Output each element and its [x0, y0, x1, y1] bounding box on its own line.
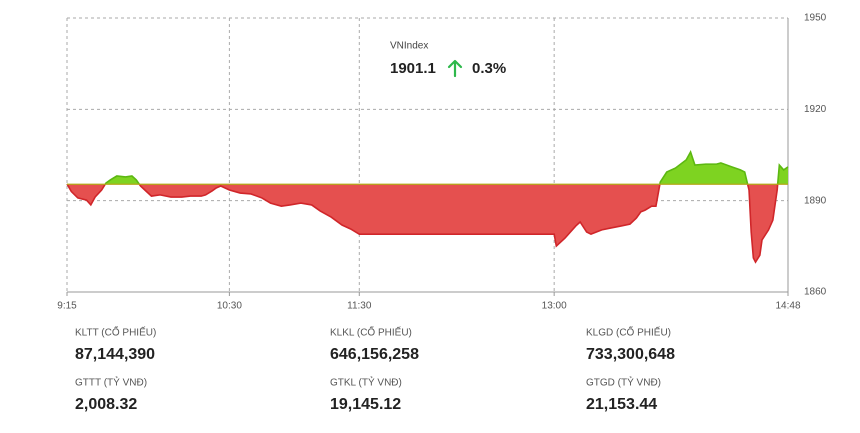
stat-label: GTKL (TỶ VNĐ): [330, 376, 402, 389]
index-name: VNIndex: [390, 41, 428, 52]
stat-label: GTTT (TỶ VNĐ): [75, 376, 147, 389]
stat-value: 733,300,648: [586, 346, 675, 363]
stat-value: 87,144,390: [75, 346, 155, 363]
x-tick-label: 13:00: [542, 301, 567, 312]
x-tick-label: 11:30: [347, 301, 372, 312]
stat-value: 2,008.32: [75, 396, 137, 413]
stat-value: 646,156,258: [330, 346, 419, 363]
stat-label: GTGD (TỶ VNĐ): [586, 376, 661, 389]
plot: 1860 1890 1920 1950 9:15 10:30 11:30 13:00 14:48: [57, 13, 826, 312]
stat-label: KLTT (CỔ PHIẾU): [75, 326, 156, 339]
down-area: [67, 184, 788, 263]
up-arrow: [447, 59, 463, 78]
y-tick-label: 1950: [804, 13, 827, 24]
stat-value: 19,145.12: [330, 396, 401, 413]
price-line-up: [66, 149, 789, 185]
y-tick-label: 1920: [804, 104, 827, 115]
stat-label: KLKL (CỔ PHIẾU): [330, 326, 412, 339]
stat-label: KLGD (CỔ PHIẾU): [586, 326, 671, 339]
index-change: 0.3%: [472, 60, 506, 77]
x-tick-label: 9:15: [57, 301, 77, 312]
up-area: [67, 151, 788, 185]
stat-value: 21,153.44: [586, 396, 657, 413]
price-line-down: [66, 184, 779, 264]
y-tick-label: 1890: [804, 195, 827, 206]
x-tick-label: 14:48: [775, 301, 800, 312]
index-price: 1901.1: [390, 60, 436, 77]
y-tick-label: 1860: [804, 287, 827, 298]
x-tick-label: 10:30: [217, 301, 242, 312]
